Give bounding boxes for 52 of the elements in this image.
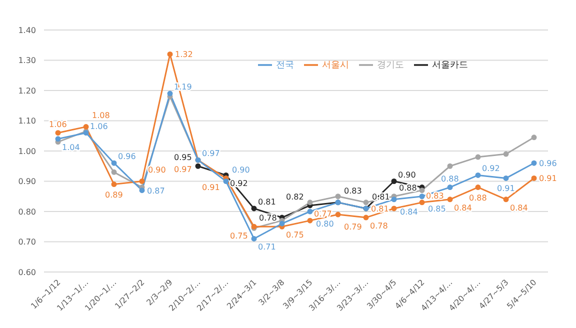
data-label: 0.88 [399, 183, 417, 192]
data-label: 0.90 [398, 170, 416, 180]
y-tick-label: 1.20 [18, 86, 36, 96]
data-label: 0.90 [232, 165, 250, 174]
data-label: 0.95 [174, 153, 192, 162]
data-label: 0.79 [344, 222, 362, 232]
y-tick-label: 0.60 [18, 268, 36, 277]
data-label: 0.78 [259, 214, 277, 223]
data-label: 0.81 [371, 204, 389, 214]
data-label: 0.81 [258, 197, 276, 206]
legend-label: 전국 [276, 60, 294, 70]
y-tick-label: 1.00 [18, 146, 36, 156]
legend-label: 서울시 [322, 60, 349, 70]
y-tick-label: 1.40 [18, 26, 36, 35]
data-label: 0.87 [147, 186, 165, 196]
y-tick-label: 1.30 [18, 56, 36, 66]
y-tick-label: 0.80 [18, 207, 36, 216]
data-label: 0.88 [469, 193, 487, 202]
data-label: 0.82 [286, 192, 304, 202]
legend-label: 서울카드 [432, 60, 468, 70]
data-label: 0.91 [539, 174, 557, 184]
data-label: 0.77 [314, 210, 332, 219]
data-label: 1.06 [90, 122, 108, 131]
data-label: 0.96 [539, 159, 557, 168]
data-label: 1.06 [49, 120, 67, 129]
data-label: 0.85 [428, 204, 446, 214]
y-tick-label: 1.10 [18, 116, 36, 126]
data-label: 0.91 [497, 184, 515, 194]
data-label: 0.83 [426, 191, 444, 200]
data-label: 1.32 [175, 50, 193, 60]
data-label: 0.84 [400, 207, 418, 216]
data-label: 0.90 [148, 165, 166, 174]
data-label: 0.91 [202, 183, 220, 192]
data-label: 0.75 [230, 232, 248, 241]
data-label: 0.75 [286, 230, 304, 240]
data-label: 0.83 [344, 186, 362, 196]
data-label: 0.92 [482, 164, 500, 174]
legend-label: 경기도 [377, 60, 404, 70]
data-label: 0.71 [258, 242, 276, 252]
y-tick-label: 0.90 [18, 177, 36, 186]
data-label: 0.89 [105, 190, 123, 200]
data-label: 0.80 [316, 220, 334, 228]
y-tick-label: 0.70 [18, 238, 36, 247]
data-label: 1.08 [92, 110, 110, 120]
data-label: 0.97 [202, 149, 220, 158]
data-label: 1.04 [62, 142, 80, 152]
data-label: 0.97 [174, 165, 192, 174]
data-label: 0.84 [454, 203, 472, 212]
data-label: 0.88 [441, 174, 459, 184]
data-label: 0.84 [510, 203, 528, 212]
data-label: 0.96 [118, 152, 136, 162]
data-label: 0.78 [370, 222, 388, 231]
